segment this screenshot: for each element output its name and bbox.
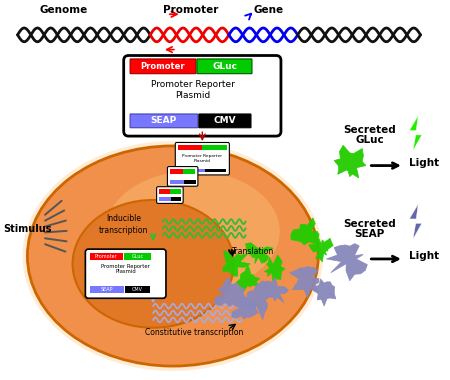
Text: Translation: Translation bbox=[232, 247, 274, 256]
FancyBboxPatch shape bbox=[157, 187, 183, 203]
FancyBboxPatch shape bbox=[86, 249, 166, 298]
FancyBboxPatch shape bbox=[197, 59, 252, 74]
Text: Promoter: Promoter bbox=[163, 5, 218, 15]
Bar bbox=[170, 180, 184, 184]
Text: Promoter Reporter: Promoter Reporter bbox=[182, 154, 222, 158]
Text: Light: Light bbox=[410, 158, 440, 168]
Bar bbox=[124, 253, 151, 260]
Text: Promoter Reporter: Promoter Reporter bbox=[151, 81, 234, 89]
Text: Constitutive transcription: Constitutive transcription bbox=[145, 328, 243, 337]
Text: Plasmid: Plasmid bbox=[194, 159, 211, 163]
Text: Promoter: Promoter bbox=[141, 62, 185, 71]
Polygon shape bbox=[314, 279, 336, 306]
FancyBboxPatch shape bbox=[130, 59, 196, 74]
Ellipse shape bbox=[105, 171, 280, 292]
Polygon shape bbox=[263, 277, 288, 303]
Polygon shape bbox=[215, 277, 246, 307]
Text: CMV: CMV bbox=[214, 116, 236, 125]
Polygon shape bbox=[309, 238, 333, 262]
Polygon shape bbox=[236, 281, 271, 320]
Text: Inducible
transcription: Inducible transcription bbox=[99, 214, 148, 235]
Text: Genome: Genome bbox=[40, 5, 88, 15]
Polygon shape bbox=[326, 244, 367, 281]
Text: Promoter: Promoter bbox=[94, 254, 117, 259]
Polygon shape bbox=[410, 204, 422, 239]
Bar bbox=[202, 145, 227, 150]
Bar bbox=[170, 169, 183, 174]
Ellipse shape bbox=[72, 200, 234, 328]
Bar bbox=[183, 169, 195, 174]
Bar bbox=[90, 287, 124, 293]
Bar bbox=[159, 197, 171, 201]
Text: GLuc: GLuc bbox=[355, 135, 384, 145]
Text: Gene: Gene bbox=[253, 5, 283, 15]
Bar bbox=[159, 189, 170, 194]
Text: GLuc: GLuc bbox=[212, 62, 238, 71]
Bar bbox=[170, 189, 181, 194]
Polygon shape bbox=[334, 145, 366, 178]
Polygon shape bbox=[289, 267, 319, 298]
FancyBboxPatch shape bbox=[130, 114, 198, 128]
Text: Secreted: Secreted bbox=[343, 125, 396, 135]
Bar bbox=[178, 145, 202, 150]
Text: Plasmid: Plasmid bbox=[175, 91, 210, 100]
Polygon shape bbox=[223, 250, 250, 276]
FancyBboxPatch shape bbox=[124, 55, 281, 136]
FancyBboxPatch shape bbox=[199, 114, 251, 128]
Bar bbox=[205, 168, 226, 173]
Bar bbox=[125, 287, 150, 293]
Polygon shape bbox=[236, 264, 260, 292]
Text: SEAP: SEAP bbox=[151, 116, 177, 125]
Polygon shape bbox=[246, 243, 273, 264]
Text: Secreted: Secreted bbox=[343, 220, 396, 230]
Bar bbox=[90, 253, 123, 260]
Bar bbox=[184, 180, 196, 184]
Polygon shape bbox=[291, 218, 321, 245]
Text: Promoter Reporter: Promoter Reporter bbox=[101, 264, 150, 269]
Polygon shape bbox=[264, 255, 285, 283]
Text: SEAP: SEAP bbox=[354, 229, 385, 239]
Polygon shape bbox=[232, 294, 258, 319]
FancyBboxPatch shape bbox=[176, 142, 230, 175]
Bar bbox=[171, 197, 181, 201]
Text: SEAP: SEAP bbox=[101, 287, 113, 292]
FancyBboxPatch shape bbox=[167, 166, 198, 186]
Bar bbox=[178, 168, 205, 173]
Polygon shape bbox=[410, 116, 422, 151]
Ellipse shape bbox=[27, 146, 318, 366]
Text: GLuc: GLuc bbox=[131, 254, 144, 259]
Text: CMV: CMV bbox=[132, 287, 143, 292]
Text: Stimulus: Stimulus bbox=[3, 225, 52, 234]
Text: Light: Light bbox=[410, 251, 440, 261]
Ellipse shape bbox=[22, 141, 323, 371]
Text: Plasmid: Plasmid bbox=[115, 269, 136, 274]
